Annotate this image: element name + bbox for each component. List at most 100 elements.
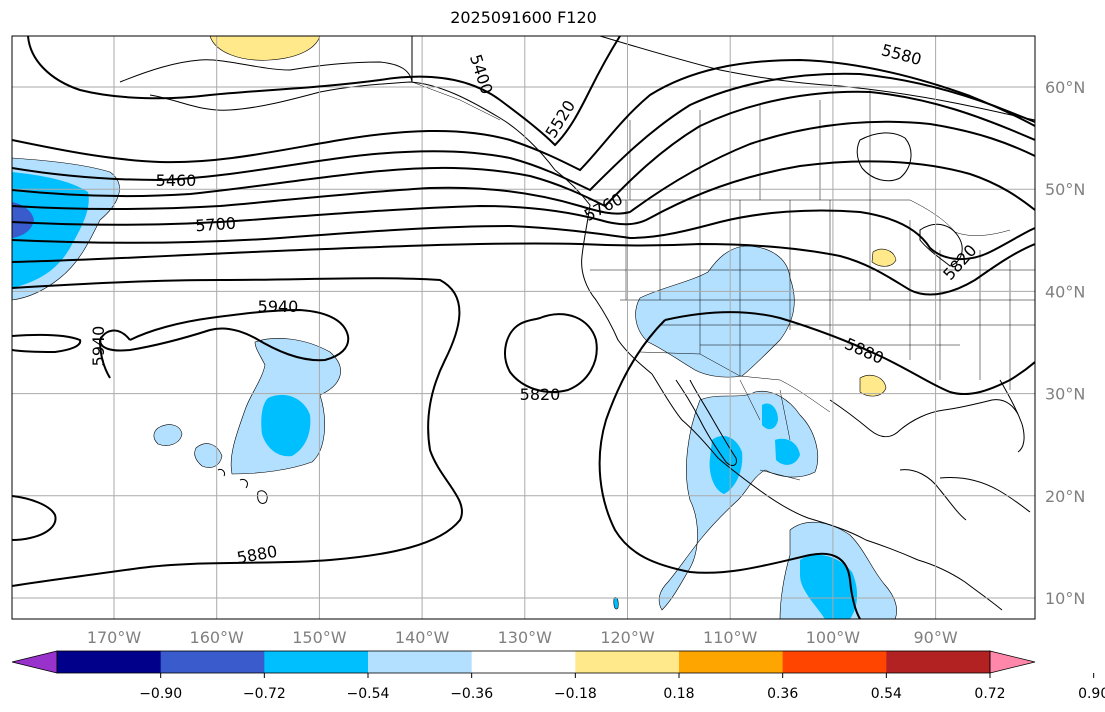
map-frame [11,35,1036,620]
colorbar-segment [160,651,265,673]
anomaly-region-west-pacific-core [12,172,89,288]
colorbar-segment [368,651,473,673]
border-us-canada [588,199,1011,236]
map-title: 2025091600 F120 [450,8,597,27]
contour-5880-mexico [598,319,861,619]
graticule [12,36,1035,619]
contour-5880 [12,277,463,587]
anomaly-region-alaska-positive [209,36,321,61]
map-panel [12,36,1035,619]
colorbar-tick-label: −0.90 [139,686,182,702]
latitude-tick-label: 40°N [1045,282,1085,301]
land-outlines [119,36,1035,611]
coastline-cuba [939,477,1031,513]
latitude-tick-label: 10°N [1045,589,1085,608]
contour-5940-label-left [99,339,111,379]
longitude-tick-label: 90°W [914,628,958,647]
contour-5700 [12,160,1035,226]
contour-label: 5940 [258,297,299,316]
colorbar-tick-label: 0.54 [871,686,902,702]
colorbar-tick-label: −0.36 [450,686,493,702]
colorbar-segment [575,651,680,673]
colorbar-tick-label: 0.36 [767,686,798,702]
coastline-canada-north [599,36,1035,121]
coastline-hawaii [217,469,268,505]
longitude-tick-label: 170°W [87,628,142,647]
colorbar-extend-low [11,650,58,674]
colorbar-segment [782,651,887,673]
contour-5820 [12,242,1035,296]
anomaly-region-central-pacific-core [261,394,311,457]
latitude-tick-label: 60°N [1045,78,1085,97]
coastline-alaska-south [149,81,556,171]
anomaly-region-mexico-core-b [762,403,778,430]
anomaly-region-small-blue [613,597,619,610]
coastline-baja-peninsula [675,379,737,466]
contour-5940-west [12,333,82,354]
contour-5880-southwest [12,495,57,541]
longitude-tick-label: 130°W [498,628,553,647]
coastline-great-lakes [919,223,963,267]
coastline-hudson-bay [856,132,912,182]
anomaly-region-texas-positive [859,375,887,397]
border-alaska-canada [411,36,501,121]
longitude-tick-label: 100°W [806,628,861,647]
coastline-central-america [917,559,1003,611]
border-us-mexico [639,351,831,413]
coastline-baja-mexico [651,373,919,561]
shaded-anomaly-layer [12,36,897,619]
colorbar-tick-label: −0.18 [554,686,597,702]
anomaly-region-mexico-core-c [775,438,800,465]
border-mexico-states [739,379,801,481]
latitude-tick-label: 20°N [1045,487,1085,506]
colorbar-segment [679,651,784,673]
colorbar-segment [471,651,576,673]
anomaly-region-hawaii-west [153,424,183,446]
coastline-yucatan [899,469,967,521]
latitude-axis: 60°N 50°N 40°N 30°N 20°N 10°N [1045,78,1085,608]
contour-label: 5940 [89,326,108,367]
colorbar-segment [57,651,162,673]
contour-5820-low [504,313,598,393]
coastline-pacific-northwest [554,169,653,375]
colorbar-tick-label: −0.54 [347,686,390,702]
colorbar-segment [264,651,369,673]
colorbar-extend-high [989,650,1036,674]
colorbar-tick-label: −0.72 [243,686,286,702]
longitude-tick-label: 150°W [292,628,347,647]
colorbar-tick-label: 0.90 [1078,686,1105,702]
longitude-tick-label: 110°W [703,628,758,647]
colorbar-tick-label: 0.72 [974,686,1005,702]
latitude-tick-label: 50°N [1045,180,1085,199]
coastline-gulf [829,399,1019,438]
anomaly-region-hawaii [194,443,223,468]
contour-5640 [12,120,1035,215]
contour-5760 [12,209,1035,261]
latitude-tick-label: 30°N [1045,385,1085,404]
colorbar: −0.90 −0.72 −0.54 −0.36 −0.18 0.18 0.36 0.54 0.7… [11,650,1105,702]
height-contours [12,36,1035,619]
longitude-tick-label: 140°W [395,628,450,647]
border-us-states [590,200,1035,390]
contour-5520 [12,72,1035,192]
contour-5940-central [98,308,350,362]
colorbar-tick-label: 0.18 [663,686,694,702]
border-canada-provinces [629,90,871,200]
colorbar-outline [56,650,991,674]
contour-label: 5700 [195,214,237,236]
contour-5580 [12,90,1035,208]
longitude-tick-label: 120°W [600,628,655,647]
anomaly-region-midwest-positive [871,248,897,267]
longitude-tick-label: 160°W [190,628,245,647]
contour-5880-east [664,311,1035,396]
contour-label: 5460 [156,171,197,190]
contour-5400 [27,36,621,147]
contour-label: 5820 [520,385,561,404]
colorbar-segment [886,651,991,673]
coastline-florida [999,379,1025,453]
anomaly-region-southwest-us [635,245,795,378]
coastline-alaska [119,36,413,83]
contour-5460 [12,58,1035,172]
anomaly-region-west-pacific-max [12,202,34,238]
